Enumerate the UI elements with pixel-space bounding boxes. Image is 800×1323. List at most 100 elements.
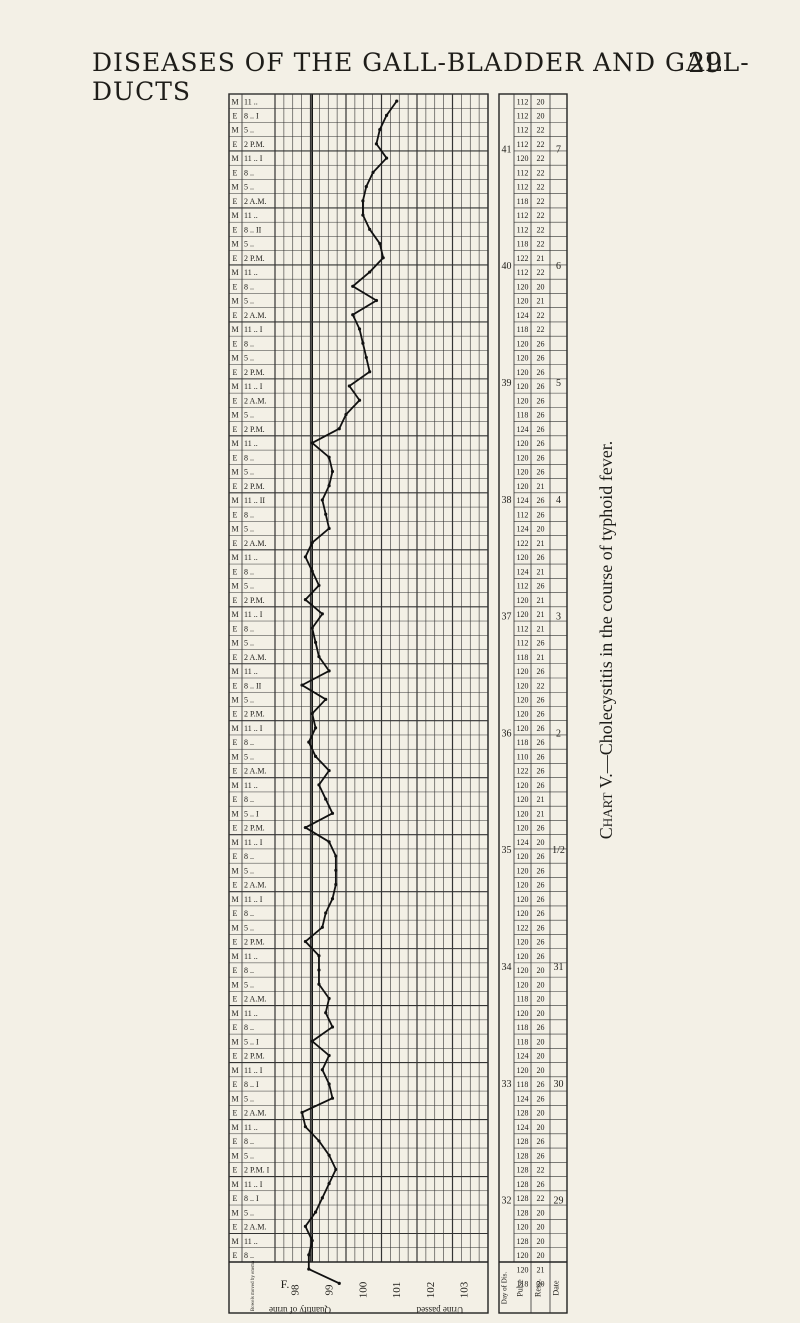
resp-value: 26 (537, 895, 545, 904)
pulse-value: 120 (517, 966, 529, 975)
temperature-point (317, 968, 321, 972)
pulse-value: 120 (517, 453, 529, 462)
row-time: 5 .. (244, 126, 254, 135)
row-time: 8 .. (244, 567, 254, 576)
pulse-value: 122 (517, 767, 529, 776)
pulse-value: 122 (517, 923, 529, 932)
pulse-value: 112 (517, 582, 529, 591)
resp-value: 20 (537, 525, 545, 534)
pulse-value: 120 (517, 695, 529, 704)
date-value: 1/2 (552, 845, 565, 856)
row-code: E (233, 567, 238, 576)
row-time: 11 .. (244, 553, 258, 562)
temperature-point (310, 1039, 314, 1043)
temperature-point (334, 882, 338, 887)
resp-value: 21 (537, 1265, 545, 1274)
pulse-value: 128 (517, 1194, 529, 1203)
row-time: 5 .. (244, 525, 254, 534)
temperature-line (300, 100, 398, 1285)
pulse-value: 128 (517, 1166, 529, 1175)
temperature-point (327, 526, 331, 531)
pulse-value: 120 (517, 938, 529, 947)
row-time: 5 .. I (244, 1037, 259, 1046)
row-code: E (233, 1137, 238, 1146)
temperature-point (334, 854, 338, 858)
temperature-point (317, 583, 321, 588)
row-code: M (231, 525, 238, 534)
resp-value: 22 (537, 126, 545, 135)
row-code: M (231, 297, 238, 306)
temperature-point (337, 1281, 341, 1285)
row-code: E (233, 197, 238, 206)
row-code: E (233, 111, 238, 120)
resp-value: 21 (537, 624, 545, 633)
row-code: E (233, 681, 238, 690)
resp-value: 21 (537, 482, 545, 491)
row-code: M (231, 895, 238, 904)
temperature-unit: F. (281, 1277, 290, 1291)
row-code: E (233, 396, 238, 405)
temperature-point (303, 555, 308, 559)
temperature-point (320, 1068, 324, 1072)
temperature-point (374, 298, 379, 303)
pulse-value: 128 (517, 1151, 529, 1160)
row-time: 5 .. I (244, 809, 259, 818)
row-code: M (231, 553, 238, 562)
row-time: 8 .. (244, 966, 254, 975)
row-code: E (233, 282, 238, 291)
pulse-value: 120 (517, 154, 529, 163)
temperature-point (351, 313, 355, 317)
row-time: 11 .. (244, 781, 258, 790)
resp-value: 20 (537, 1009, 545, 1018)
row-time: 8 .. I (244, 1194, 259, 1203)
temperature-point (303, 598, 308, 602)
row-code: M (231, 1180, 238, 1189)
temperature-point (330, 897, 335, 901)
temperature-point (303, 1224, 308, 1228)
row-code: E (233, 539, 238, 548)
temperature-point (313, 1210, 318, 1214)
row-code: M (231, 667, 238, 676)
resp-value: 21 (537, 567, 545, 576)
resp-value: 26 (537, 1151, 545, 1160)
pulse-value: 120 (517, 297, 529, 306)
temperature-point (300, 1110, 304, 1115)
date-value: 29 (554, 1196, 564, 1207)
resp-value: 26 (537, 639, 545, 648)
row-time: 11 .. (244, 439, 258, 448)
pulse-value: 120 (517, 1009, 529, 1018)
row-code: M (231, 1208, 238, 1217)
row-code: E (233, 624, 238, 633)
row-code: M (231, 724, 238, 733)
pulse-label: Pulse (516, 1279, 525, 1297)
temperature-point (334, 868, 338, 872)
row-time: 11 .. I (244, 724, 263, 733)
row-time: 2 A.M. (244, 995, 266, 1004)
row-code: M (231, 781, 238, 790)
pulse-value: 112 (517, 140, 529, 149)
pulse-value: 124 (517, 1123, 529, 1132)
pulse-value: 112 (517, 168, 529, 177)
pulse-value: 118 (517, 653, 529, 662)
temperature-point (300, 683, 304, 687)
pulse-value: 120 (517, 439, 529, 448)
pulse-value: 124 (517, 496, 529, 505)
resp-value: 20 (537, 1066, 545, 1075)
resp-value: 26 (537, 453, 545, 462)
pulse-value: 120 (517, 482, 529, 491)
row-time: 11 .. (244, 952, 258, 961)
row-time: 2 A.M. (244, 539, 266, 548)
pulse-value: 120 (517, 681, 529, 690)
temperature-point (310, 569, 314, 573)
row-time: 2 P.M. (244, 824, 265, 833)
row-code: M (231, 1066, 238, 1075)
row-time: 8 .. (244, 852, 254, 861)
resp-value: 26 (537, 553, 545, 562)
resp-label: Resp. (534, 1279, 543, 1297)
row-time: 5 .. (244, 297, 254, 306)
row-time: 2 A.M. (244, 1109, 266, 1118)
row-code: E (233, 254, 238, 263)
row-code: E (233, 1251, 238, 1260)
resp-value: 22 (537, 197, 545, 206)
row-time: 8 .. (244, 1251, 254, 1260)
